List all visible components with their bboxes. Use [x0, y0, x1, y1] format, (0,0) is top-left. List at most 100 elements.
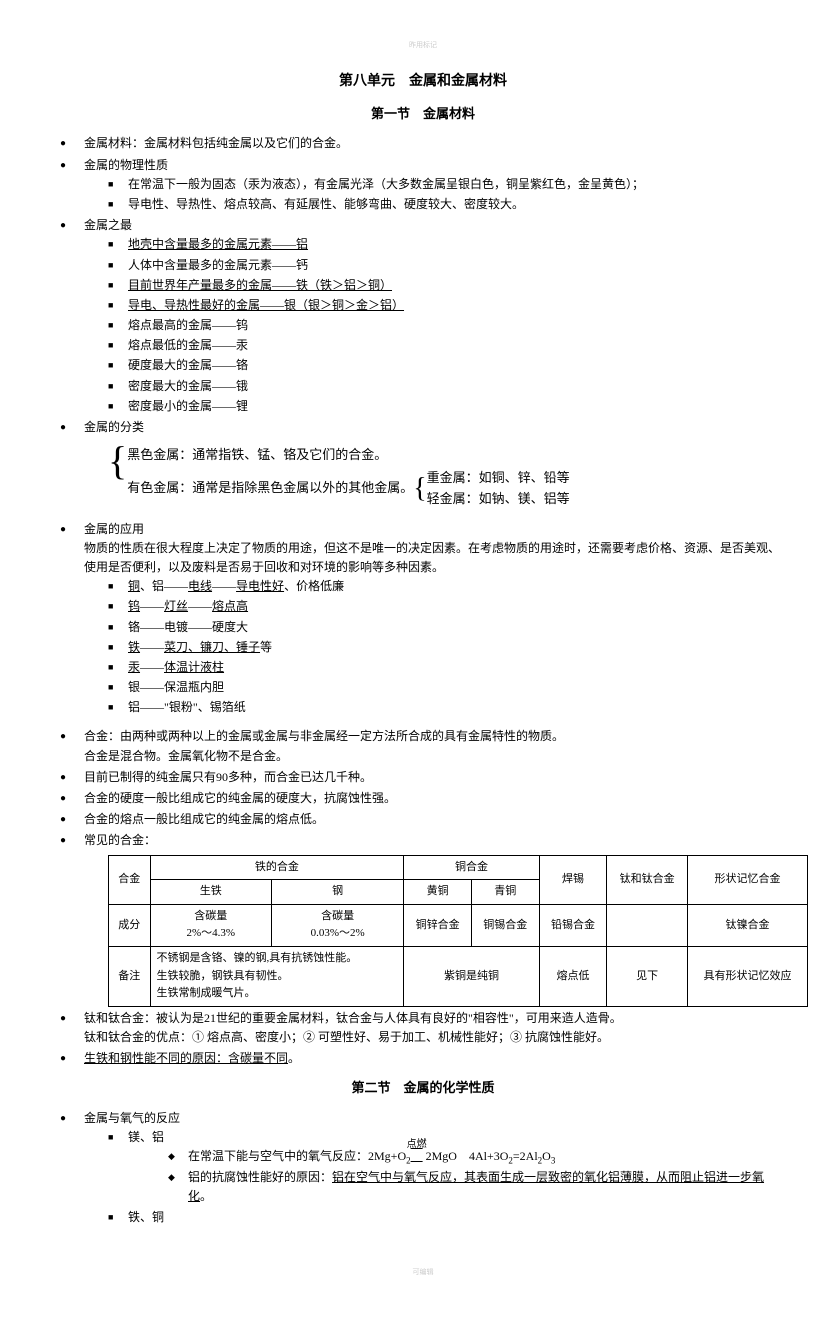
section-2-title: 第二节 金属的化学性质 — [60, 1078, 786, 1099]
list-item: 在常温下能与空气中的氧气反应：2Mg+O2点燃 2MgO 4Al+3O2=2Al… — [168, 1147, 786, 1168]
text: 地壳中含量最多的金属元素——铝 — [128, 237, 308, 251]
table-cell: 见下 — [607, 946, 688, 1006]
list-item: 金属的分类 { 黑色金属：通常指铁、锰、铬及它们的合金。 有色金属：通常是指除黑… — [60, 418, 786, 516]
list-item: 金属与氧气的反应 镁、铝 在常温下能与空气中的氧气反应：2Mg+O2点燃 2Mg… — [60, 1109, 786, 1227]
table-cell: 铁的合金 — [150, 855, 404, 880]
table-row: 合金 铁的合金 铜合金 焊锡 钛和钛合金 形状记忆合金 — [109, 855, 808, 880]
list-item: 铁——菜刀、镰刀、锤子等 — [108, 638, 786, 657]
brace-row: 有色金属：通常是指除黑色金属以外的其他金属。 { 重金属：如铜、锌、铅等 轻金属… — [127, 466, 569, 512]
list-item: 合金的硬度一般比组成它的纯金属的硬度大，抗腐蚀性强。 — [60, 789, 786, 808]
inner-list: 镁、铝 在常温下能与空气中的氧气反应：2Mg+O2点燃 2MgO 4Al+3O2… — [84, 1128, 786, 1227]
list-item: 铝的抗腐蚀性能好的原因：铝在空气中与氧气反应，其表面生成一层致密的氧化铝薄膜，从… — [168, 1168, 786, 1206]
text: 镁、铝 — [128, 1130, 164, 1144]
list-item: 银——保温瓶内胆 — [108, 678, 786, 697]
table-cell: 青铜 — [471, 880, 539, 905]
reaction-arrow: 点燃 — [411, 1147, 423, 1166]
text: 有色金属：通常是指除黑色金属以外的其他金属。 — [127, 478, 413, 499]
list-item: 目前世界年产量最多的金属——铁（铁＞铝＞铜） — [108, 276, 786, 295]
list-item: 导电、导热性最好的金属——银（银＞铜＞金＞铝） — [108, 296, 786, 315]
page-header-watermark: 昨用标记 — [60, 40, 786, 51]
text: 黑色金属：通常指铁、锰、铬及它们的合金。 — [127, 445, 569, 466]
content-list: 金属材料：金属材料包括纯金属以及它们的合金。 金属的物理性质 在常温下一般为固态… — [60, 134, 786, 717]
list-item: 地壳中含量最多的金属元素——铝 — [108, 235, 786, 254]
text: 金属与氧气的反应 — [84, 1111, 180, 1125]
alloy-table: 合金 铁的合金 铜合金 焊锡 钛和钛合金 形状记忆合金 生铁 钢 黄铜 青铜 成… — [108, 855, 808, 1007]
text: 目前世界年产量最多的金属——铁（铁＞铝＞铜） — [128, 278, 392, 292]
brace-icon: { — [108, 441, 127, 515]
content-list-2: 合金：由两种或两种以上的金属或金属与非金属经一定方法所合成的具有金属特性的物质。… — [60, 727, 786, 1068]
text: 常见的合金： — [84, 833, 156, 847]
list-item: 在常温下一般为固态（汞为液态），有金属光泽（大多数金属呈银白色，铜呈紫红色，金呈… — [108, 175, 786, 194]
text: 钛和钛合金：被认为是21世纪的重要金属材料，钛合金与人体具有良好的"相容性"，可… — [84, 1011, 622, 1025]
table-cell: 具有形状记忆效应 — [688, 946, 808, 1006]
section-1-title: 第一节 金属材料 — [60, 104, 786, 125]
text: 钛和钛合金的优点：① 熔点高、密度小；② 可塑性好、易于加工、机械性能好；③ 抗… — [84, 1028, 786, 1047]
list-item: 钛和钛合金：被认为是21世纪的重要金属材料，钛合金与人体具有良好的"相容性"，可… — [60, 1009, 786, 1047]
text: 轻金属：如钠、镁、铝等 — [427, 489, 570, 510]
list-item: 铁、铜 — [108, 1208, 786, 1227]
text: 合金：由两种或两种以上的金属或金属与非金属经一定方法所合成的具有金属特性的物质。 — [84, 729, 564, 743]
table-cell: 铜锌合金 — [404, 904, 472, 946]
section2-list: 金属与氧气的反应 镁、铝 在常温下能与空气中的氧气反应：2Mg+O2点燃 2Mg… — [60, 1109, 786, 1227]
table-cell: 紫铜是纯铜 — [404, 946, 539, 1006]
text: 金属的应用 — [84, 522, 144, 536]
list-item: 密度最大的金属——锇 — [108, 377, 786, 396]
table-cell: 铜锡合金 — [471, 904, 539, 946]
table-cell: 合金 — [109, 855, 151, 904]
list-item: 目前已制得的纯金属只有90多种，而合金已达几千种。 — [60, 768, 786, 787]
list-item: 密度最小的金属——锂 — [108, 397, 786, 416]
brace-inner: 重金属：如铜、锌、铅等 轻金属：如钠、镁、铝等 — [427, 466, 570, 512]
table-cell: 备注 — [109, 946, 151, 1006]
list-item: 金属之最 地壳中含量最多的金属元素——铝 人体中含量最多的金属元素——钙 目前世… — [60, 216, 786, 416]
table-cell: 铜合金 — [404, 855, 539, 880]
table-cell: 钛和钛合金 — [607, 855, 688, 904]
table-cell: 不锈钢是含铬、镍的钢,具有抗锈蚀性能。 生铁较脆，钢铁具有韧性。 生铁常制成暖气… — [150, 946, 404, 1006]
inner-list: 地壳中含量最多的金属元素——铝 人体中含量最多的金属元素——钙 目前世界年产量最… — [84, 235, 786, 416]
list-item: 钨——灯丝——熔点高 — [108, 597, 786, 616]
table-cell: 钢 — [271, 880, 403, 905]
list-item: 常见的合金： 合金 铁的合金 铜合金 焊锡 钛和钛合金 形状记忆合金 生铁 钢 … — [60, 831, 786, 1006]
text: 物质的性质在很大程度上决定了物质的用途，但这不是唯一的决定因素。在考虑物质的用途… — [84, 539, 786, 577]
inner-list: 铜、铝——电线——导电性好、价格低廉 钨——灯丝——熔点高 铬——电镀——硬度大… — [84, 577, 786, 717]
table-cell — [607, 904, 688, 946]
table-row: 备注 不锈钢是含铬、镍的钢,具有抗锈蚀性能。 生铁较脆，钢铁具有韧性。 生铁常制… — [109, 946, 808, 1006]
text: 金属的分类 — [84, 420, 144, 434]
list-item: 熔点最低的金属——汞 — [108, 336, 786, 355]
table-cell: 生铁 — [150, 880, 271, 905]
page-footer-watermark: 可编辑 — [60, 1267, 786, 1278]
table-cell: 熔点低 — [539, 946, 607, 1006]
list-item: 人体中含量最多的金属元素——钙 — [108, 256, 786, 275]
table-cell: 含碳量 2%～4.3% — [150, 904, 271, 946]
table-cell: 含碳量 0.03%～2% — [271, 904, 403, 946]
text: 重金属：如铜、锌、铅等 — [427, 468, 570, 489]
text: 导电、导热性最好的金属——银（银＞铜＞金＞铝） — [128, 298, 404, 312]
list-item: 铝——"银粉"、锡箔纸 — [108, 698, 786, 717]
table-cell: 铅锡合金 — [539, 904, 607, 946]
unit-title: 第八单元 金属和金属材料 — [60, 71, 786, 93]
brace-content: 黑色金属：通常指铁、锰、铬及它们的合金。 有色金属：通常是指除黑色金属以外的其他… — [127, 441, 569, 515]
list-item: 金属的应用 物质的性质在很大程度上决定了物质的用途，但这不是唯一的决定因素。在考… — [60, 520, 786, 718]
list-item: 熔点最高的金属——钨 — [108, 316, 786, 335]
text: 金属的物理性质 — [84, 158, 168, 172]
list-item: 铬——电镀——硬度大 — [108, 618, 786, 637]
list-item: 硬度最大的金属——铬 — [108, 356, 786, 375]
list-item: 金属的物理性质 在常温下一般为固态（汞为液态），有金属光泽（大多数金属呈银白色，… — [60, 156, 786, 215]
list-item: 镁、铝 在常温下能与空气中的氧气反应：2Mg+O2点燃 2MgO 4Al+3O2… — [108, 1128, 786, 1206]
list-item: 合金的熔点一般比组成它的纯金属的熔点低。 — [60, 810, 786, 829]
list-item: 生铁和钢性能不同的原因：含碳量不同。 — [60, 1049, 786, 1068]
list-item: 合金：由两种或两种以上的金属或金属与非金属经一定方法所合成的具有金属特性的物质。… — [60, 727, 786, 765]
table-row: 成分 含碳量 2%～4.3% 含碳量 0.03%～2% 铜锌合金 铜锡合金 铅锡… — [109, 904, 808, 946]
diamond-list: 在常温下能与空气中的氧气反应：2Mg+O2点燃 2MgO 4Al+3O2=2Al… — [128, 1147, 786, 1206]
table-cell: 黄铜 — [404, 880, 472, 905]
table-cell: 形状记忆合金 — [688, 855, 808, 904]
text: 合金是混合物。金属氧化物不是合金。 — [84, 747, 786, 766]
brace-icon: { — [413, 475, 426, 503]
list-item: 金属材料：金属材料包括纯金属以及它们的合金。 — [60, 134, 786, 153]
text: 金属之最 — [84, 218, 132, 232]
list-item: 导电性、导热性、熔点较高、有延展性、能够弯曲、硬度较大、密度较大。 — [108, 195, 786, 214]
inner-list: 在常温下一般为固态（汞为液态），有金属光泽（大多数金属呈银白色，铜呈紫红色，金呈… — [84, 175, 786, 214]
text: 生铁和钢性能不同的原因：含碳量不同 — [84, 1051, 288, 1065]
table-cell: 焊锡 — [539, 855, 607, 904]
list-item: 铜、铝——电线——导电性好、价格低廉 — [108, 577, 786, 596]
table-cell: 成分 — [109, 904, 151, 946]
